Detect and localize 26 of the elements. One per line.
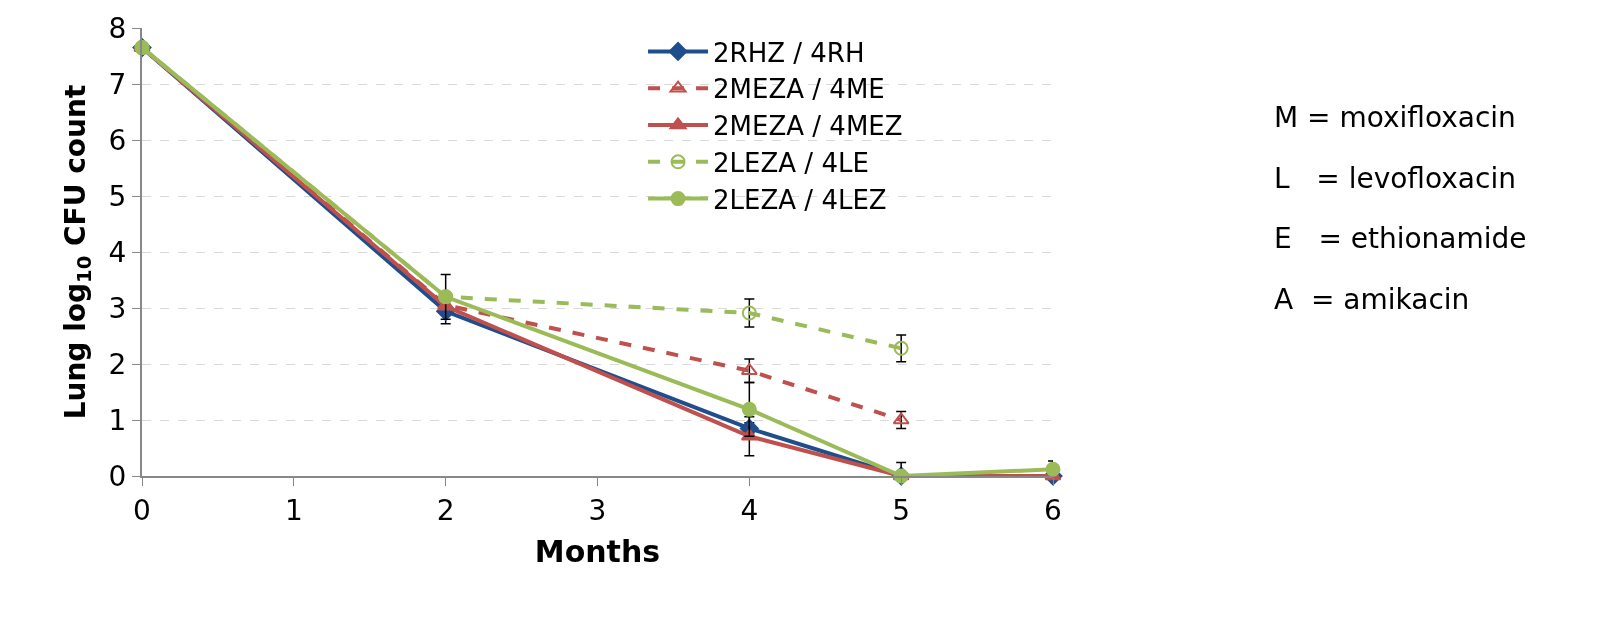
text: A = amikacin — [1274, 283, 1470, 316]
y-tick-label: 7 — [108, 67, 127, 101]
legend-label: 2LEZA / 4LE — [713, 147, 869, 178]
x-tick-label: 0 — [133, 493, 151, 527]
legend-label: 2MEZA / 4ME — [713, 74, 885, 105]
y-tick-label: 3 — [108, 291, 127, 325]
y-tick-label: 0 — [108, 459, 127, 493]
legend-label: 2MEZA / 4MEZ — [713, 111, 903, 142]
legend-label: 2LEZA / 4LEZ — [713, 184, 887, 215]
text: L = levofloxacin — [1274, 162, 1516, 195]
x-tick-label: 3 — [588, 493, 607, 527]
y-tick-label: 4 — [108, 235, 127, 269]
x-tick-label: 6 — [1044, 493, 1062, 527]
x-tick-label: 5 — [892, 493, 911, 527]
x-axis-title: Months — [534, 533, 661, 569]
y-tick-label: 5 — [108, 179, 127, 213]
y-tick-label: 2 — [108, 347, 127, 381]
text: M = moxifloxacin — [1274, 101, 1516, 134]
y-tick-label: 6 — [108, 123, 127, 157]
text: E = ethionamide — [1274, 222, 1527, 255]
legend-label: 2RHZ / 4RH — [713, 37, 865, 68]
x-tick-label: 1 — [284, 493, 303, 527]
y-tick-label: 8 — [108, 11, 127, 45]
y-tick-label: 1 — [108, 403, 127, 437]
x-tick-label: 2 — [436, 493, 455, 527]
x-tick-label: 4 — [740, 493, 759, 527]
